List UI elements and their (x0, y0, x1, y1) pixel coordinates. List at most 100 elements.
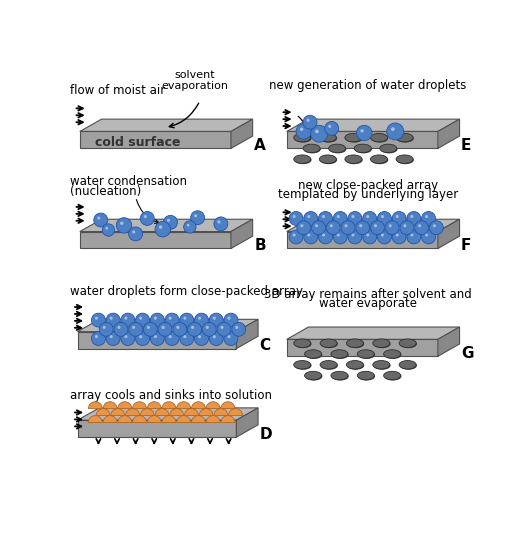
Ellipse shape (295, 156, 311, 164)
Ellipse shape (320, 156, 337, 164)
Circle shape (289, 212, 303, 225)
Text: 3D array remains after solvent and: 3D array remains after solvent and (264, 288, 472, 301)
Circle shape (194, 313, 209, 327)
Circle shape (224, 313, 238, 327)
Circle shape (318, 212, 333, 225)
Wedge shape (155, 409, 169, 416)
Circle shape (139, 335, 142, 338)
Wedge shape (111, 409, 125, 416)
Circle shape (94, 213, 108, 227)
Ellipse shape (358, 350, 375, 359)
Circle shape (337, 233, 340, 236)
Ellipse shape (384, 350, 402, 359)
Circle shape (97, 217, 100, 219)
Circle shape (95, 335, 98, 338)
Circle shape (304, 230, 318, 244)
Circle shape (155, 222, 171, 237)
Circle shape (292, 233, 296, 236)
Circle shape (163, 216, 178, 229)
Circle shape (135, 332, 150, 345)
Circle shape (106, 332, 120, 345)
Circle shape (356, 221, 369, 235)
Circle shape (92, 313, 105, 327)
Ellipse shape (329, 145, 346, 153)
Circle shape (307, 215, 310, 218)
Circle shape (352, 233, 355, 236)
Polygon shape (438, 327, 460, 356)
Circle shape (220, 326, 223, 329)
Polygon shape (438, 119, 460, 148)
Text: templated by underlying layer: templated by underlying layer (278, 188, 458, 201)
Text: F: F (461, 238, 472, 253)
Circle shape (407, 212, 421, 225)
Text: C: C (260, 338, 271, 353)
Circle shape (345, 224, 348, 227)
Ellipse shape (319, 134, 336, 142)
Circle shape (198, 335, 201, 338)
Circle shape (188, 322, 201, 336)
Circle shape (121, 313, 135, 327)
Circle shape (110, 335, 113, 338)
Circle shape (159, 226, 162, 229)
Circle shape (217, 322, 231, 336)
Circle shape (169, 317, 172, 320)
Ellipse shape (294, 361, 311, 369)
Circle shape (206, 326, 209, 329)
Polygon shape (80, 131, 231, 148)
Ellipse shape (373, 361, 390, 369)
Text: (nucleation): (nucleation) (70, 185, 141, 197)
Ellipse shape (355, 145, 372, 153)
Wedge shape (214, 409, 228, 416)
Circle shape (418, 224, 421, 227)
Ellipse shape (347, 340, 364, 348)
Ellipse shape (400, 340, 417, 348)
Wedge shape (162, 416, 176, 422)
Wedge shape (89, 402, 102, 409)
Wedge shape (132, 416, 147, 422)
Text: B: B (254, 238, 266, 253)
Polygon shape (287, 232, 438, 249)
Circle shape (333, 230, 347, 244)
Ellipse shape (384, 371, 401, 380)
Circle shape (158, 322, 172, 336)
Ellipse shape (373, 339, 390, 348)
Wedge shape (147, 402, 161, 409)
Ellipse shape (294, 155, 311, 163)
Ellipse shape (303, 144, 320, 152)
Ellipse shape (295, 134, 311, 142)
Circle shape (217, 221, 220, 223)
Circle shape (341, 221, 355, 235)
Wedge shape (96, 409, 110, 416)
Wedge shape (140, 409, 154, 416)
Circle shape (430, 221, 443, 235)
Circle shape (116, 218, 132, 233)
Circle shape (385, 221, 399, 235)
Circle shape (396, 233, 399, 236)
Circle shape (194, 214, 197, 217)
Circle shape (183, 335, 187, 338)
Polygon shape (287, 131, 438, 148)
Circle shape (318, 230, 333, 244)
Circle shape (132, 230, 135, 233)
Circle shape (194, 332, 209, 345)
Ellipse shape (305, 350, 321, 358)
Circle shape (304, 212, 318, 225)
Circle shape (228, 335, 230, 338)
Circle shape (315, 224, 318, 227)
Ellipse shape (294, 134, 311, 142)
Ellipse shape (305, 350, 323, 359)
Circle shape (118, 326, 121, 329)
Polygon shape (77, 332, 237, 349)
Circle shape (139, 317, 142, 320)
Ellipse shape (399, 361, 416, 369)
Circle shape (297, 221, 311, 235)
Circle shape (333, 212, 347, 225)
Circle shape (403, 224, 406, 227)
Circle shape (124, 317, 128, 320)
Circle shape (110, 317, 113, 320)
Ellipse shape (370, 134, 387, 142)
Ellipse shape (358, 372, 375, 381)
Circle shape (400, 221, 414, 235)
Circle shape (95, 317, 98, 320)
Wedge shape (199, 409, 213, 416)
